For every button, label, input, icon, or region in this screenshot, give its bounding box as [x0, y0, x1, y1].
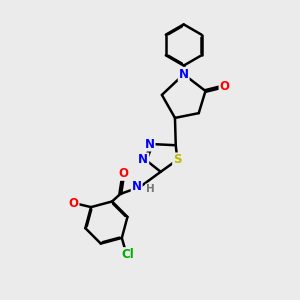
Text: N: N: [179, 68, 189, 81]
Text: N: N: [138, 153, 148, 167]
Text: H: H: [146, 184, 154, 194]
Text: N: N: [145, 138, 154, 151]
Text: N: N: [132, 180, 142, 194]
Text: Cl: Cl: [122, 248, 134, 261]
Text: S: S: [173, 153, 182, 167]
Text: O: O: [118, 167, 128, 180]
Text: O: O: [220, 80, 230, 93]
Text: O: O: [69, 196, 79, 210]
